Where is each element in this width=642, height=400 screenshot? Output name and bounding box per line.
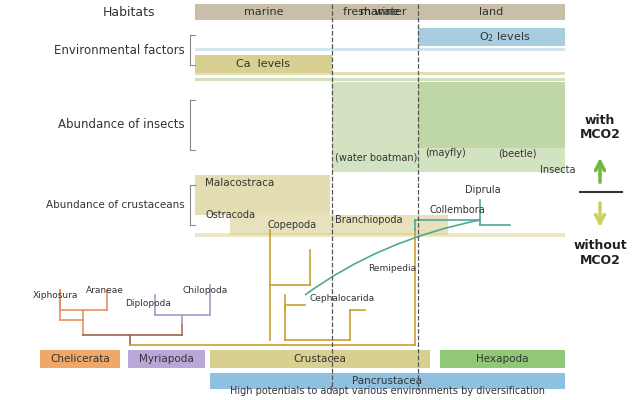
Bar [230, 215, 332, 235]
Text: (water boatman): (water boatman) [335, 153, 417, 163]
Text: Pancrustacea: Pancrustacea [352, 376, 422, 386]
Text: Abundance of crustaceans: Abundance of crustaceans [46, 200, 185, 210]
Text: Xiphosura: Xiphosura [32, 291, 78, 300]
Text: Crustacea: Crustacea [293, 354, 347, 364]
Bar [418, 28, 565, 46]
Text: Hexapoda: Hexapoda [476, 354, 528, 364]
Text: Malacostraca: Malacostraca [205, 178, 274, 188]
Text: Ca  levels: Ca levels [236, 59, 290, 69]
Text: Diplopoda: Diplopoda [125, 299, 171, 308]
Bar [195, 55, 332, 73]
Bar [440, 350, 565, 368]
Text: Ostracoda: Ostracoda [205, 210, 255, 220]
Text: land: land [480, 7, 503, 17]
Text: fresh water: fresh water [343, 7, 407, 17]
Text: Chilopoda: Chilopoda [182, 286, 228, 295]
Text: Chelicerata: Chelicerata [50, 354, 110, 364]
Bar [332, 82, 565, 172]
Text: Abundance of insects: Abundance of insects [58, 118, 185, 132]
Text: MCO2: MCO2 [580, 128, 620, 140]
Text: Insecta: Insecta [540, 165, 575, 175]
Bar [40, 350, 120, 368]
Text: Collembora: Collembora [430, 205, 486, 215]
Bar [195, 78, 565, 81]
Bar [195, 175, 330, 215]
Text: High potentials to adapt various environments by diversification: High potentials to adapt various environ… [229, 386, 544, 396]
Text: with: with [585, 114, 615, 126]
Bar [195, 48, 565, 51]
Text: O$_2$ levels: O$_2$ levels [479, 30, 530, 44]
Text: Myriapoda: Myriapoda [139, 354, 193, 364]
Bar [128, 350, 205, 368]
Text: Environmental factors: Environmental factors [55, 44, 185, 56]
Text: MCO2: MCO2 [580, 254, 620, 266]
Bar [195, 4, 565, 20]
Text: Remipedia: Remipedia [368, 264, 416, 273]
Bar [210, 350, 430, 368]
Bar [210, 373, 565, 389]
Bar [332, 215, 448, 235]
Text: marine: marine [360, 7, 400, 17]
Bar [418, 82, 565, 148]
Text: Copepoda: Copepoda [267, 220, 316, 230]
Text: Habitats: Habitats [103, 6, 155, 18]
Text: Araneae: Araneae [86, 286, 124, 295]
Bar [195, 233, 565, 237]
Text: Diprula: Diprula [465, 185, 501, 195]
Text: Cephalocarida: Cephalocarida [310, 294, 375, 303]
Text: (beetle): (beetle) [498, 148, 537, 158]
Bar [195, 72, 565, 75]
Text: (mayfly): (mayfly) [425, 148, 465, 158]
Text: marine: marine [244, 7, 283, 17]
Text: without: without [573, 238, 627, 252]
Text: Branchiopoda: Branchiopoda [335, 215, 403, 225]
